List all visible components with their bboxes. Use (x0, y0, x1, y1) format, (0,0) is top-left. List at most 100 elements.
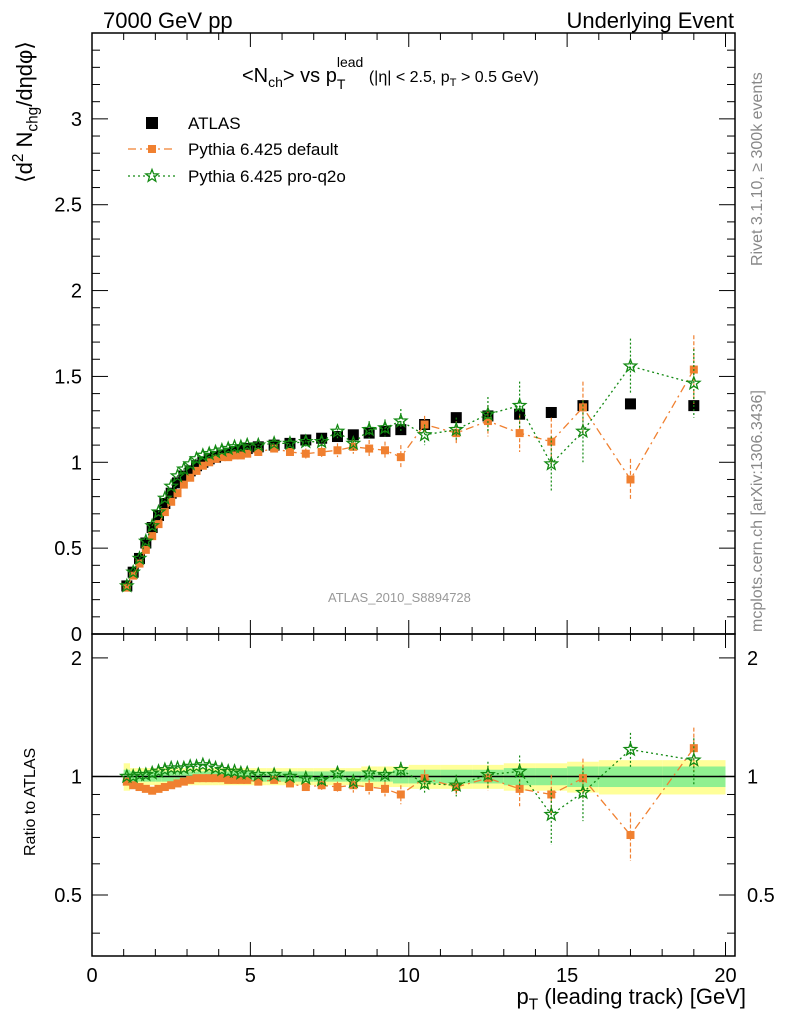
pythia-proq2o-point (266, 435, 283, 451)
atlas-point (191, 460, 203, 472)
ratio-frame (91, 633, 736, 957)
header-left: 7000 GeV pp (103, 8, 233, 33)
pythia-proq2o-point (416, 426, 433, 442)
pythia-proq2o-point (392, 412, 409, 428)
pythia-proq2o-point (511, 397, 528, 413)
pythia-default-point (167, 497, 176, 506)
pythia-default-point (301, 449, 310, 458)
ratio-pythia-proq2o-point (144, 764, 161, 780)
title-cuts-end: > 0.5 GeV) (456, 69, 539, 86)
ratio-pythia-default-point (217, 774, 226, 783)
main-panel: 0 0.5 1 1.5 2 2.5 3 ATLAS Pythia 6.425 default Py… (54, 32, 736, 646)
atlas-point (172, 477, 184, 489)
pythia-default-point (254, 447, 263, 456)
pythia-default-point (211, 454, 220, 463)
ratio-pythia-proq2o-point (239, 764, 256, 780)
pythia-default-point (285, 447, 294, 456)
header-right: Underlying Event (566, 8, 734, 33)
ratio-pythia-proq2o-point (448, 776, 465, 792)
ratio-pythia-proq2o-point (125, 768, 142, 784)
atlas-point (159, 497, 171, 509)
ratio-pythia-proq2o-point (250, 766, 267, 782)
ratio-panel: 0 5 10 15 20 0.5 0.5 1 1 2 2 (54, 633, 775, 987)
pythia-proq2o-point (345, 435, 362, 451)
pythia-proq2o-point (250, 436, 267, 452)
pythia-proq2o-point (118, 577, 135, 593)
main-ytick-label: 3 (71, 109, 82, 131)
pythia-proq2o-point (575, 423, 591, 439)
x-tick-label: 10 (398, 965, 420, 987)
ratio-pythia-proq2o-point (511, 763, 528, 779)
ratio-pythia-default-point (129, 781, 138, 790)
atlas-point (300, 434, 312, 446)
pythia-proq2o-point (194, 447, 211, 463)
ratio-pythia-proq2o-point (377, 766, 393, 782)
ratio-pythia-default-point (317, 781, 326, 790)
xlabel-p-sub: T (528, 996, 539, 1014)
ratio-pythia-proq2o-point (266, 766, 283, 782)
pythia-default-point (179, 480, 188, 489)
main-ytick-label: 0.5 (54, 538, 82, 560)
title-vs-sup: lead (336, 54, 364, 70)
ratio-ytick-label-right: 1 (747, 766, 758, 788)
ratio-pythia-default-point (349, 781, 358, 790)
ratio-pythia-default-point (285, 779, 294, 788)
pythia-proq2o-point (361, 421, 378, 437)
legend-label: Pythia 6.425 default (188, 140, 339, 159)
pythia-proq2o-point (377, 419, 393, 435)
title-cuts: (|η| < 2.5, p (368, 69, 450, 86)
ratio-pythia-default-point (211, 774, 220, 783)
pythia-proq2o-point (329, 423, 346, 439)
xlabel: pT (leading track) [GeV] (516, 984, 746, 1014)
ratio-pythia-proq2o-point (156, 761, 173, 777)
pythia-default-point (317, 447, 326, 456)
pythia-proq2o-point (144, 517, 161, 533)
ratio-pythia-default-point (396, 790, 405, 799)
ratio-pythia-default-point (578, 774, 587, 783)
ratio-pythia-default-point (205, 774, 214, 783)
title-n-sub: ch (268, 73, 283, 90)
pythia-default-point (186, 473, 195, 482)
ratio-pythia-proq2o-point (297, 769, 314, 785)
ratio-pythia-default-point (224, 775, 233, 784)
pythia-default-point (333, 446, 342, 455)
atlas-point (146, 522, 158, 534)
ratio-pythia-default-point (192, 774, 201, 783)
main-ytick-label: 1.5 (54, 366, 82, 388)
atlas-point (165, 487, 177, 499)
main-ytick-label: 0 (71, 624, 82, 646)
ratio-ytick-label-right: 0.5 (747, 885, 775, 907)
ratio-pythia-default-point (122, 777, 131, 786)
ratio-ytick-label-left: 2 (71, 648, 82, 670)
main-ytick-label: 2.5 (54, 195, 82, 217)
pythia-default-point (270, 444, 279, 453)
ratio-pythia-default-point (243, 775, 252, 784)
xlabel-p: p (516, 984, 529, 1009)
pythia-proq2o-point (131, 550, 148, 566)
pythia-proq2o-line (126, 365, 694, 587)
x-tick-label: 20 (714, 965, 736, 987)
pythia-default-point (217, 453, 226, 462)
ratio-pythia-default-point (186, 775, 195, 784)
ratio-pythia-default-point (365, 783, 374, 792)
pythia-default-point (192, 466, 201, 475)
ratio-pythia-proq2o-point (188, 758, 205, 774)
ratio-pythia-proq2o-point (479, 766, 496, 782)
ratio-ytick-label-right: 2 (747, 648, 758, 670)
ratio-pythia-default-point (333, 783, 342, 792)
pythia-proq2o-point (479, 405, 496, 421)
pythia-default-point (236, 451, 245, 460)
ratio-pythia-proq2o-point (416, 775, 433, 791)
ratio-pythia-proq2o-point (622, 741, 639, 757)
pythia-proq2o-point (213, 441, 230, 458)
atlas-point (545, 406, 557, 418)
ratio-pythia-default-point (230, 775, 239, 784)
ratio-pythia-default-point (135, 783, 144, 792)
ratio-pythia-proq2o-point (345, 773, 362, 789)
pythia-default-point (243, 449, 252, 458)
atlas-point (252, 441, 264, 453)
pythia-proq2o-point (297, 433, 314, 449)
x-tick-label: 0 (86, 965, 97, 987)
title-vs-sub: T (336, 76, 346, 92)
atlas-point (347, 429, 359, 441)
